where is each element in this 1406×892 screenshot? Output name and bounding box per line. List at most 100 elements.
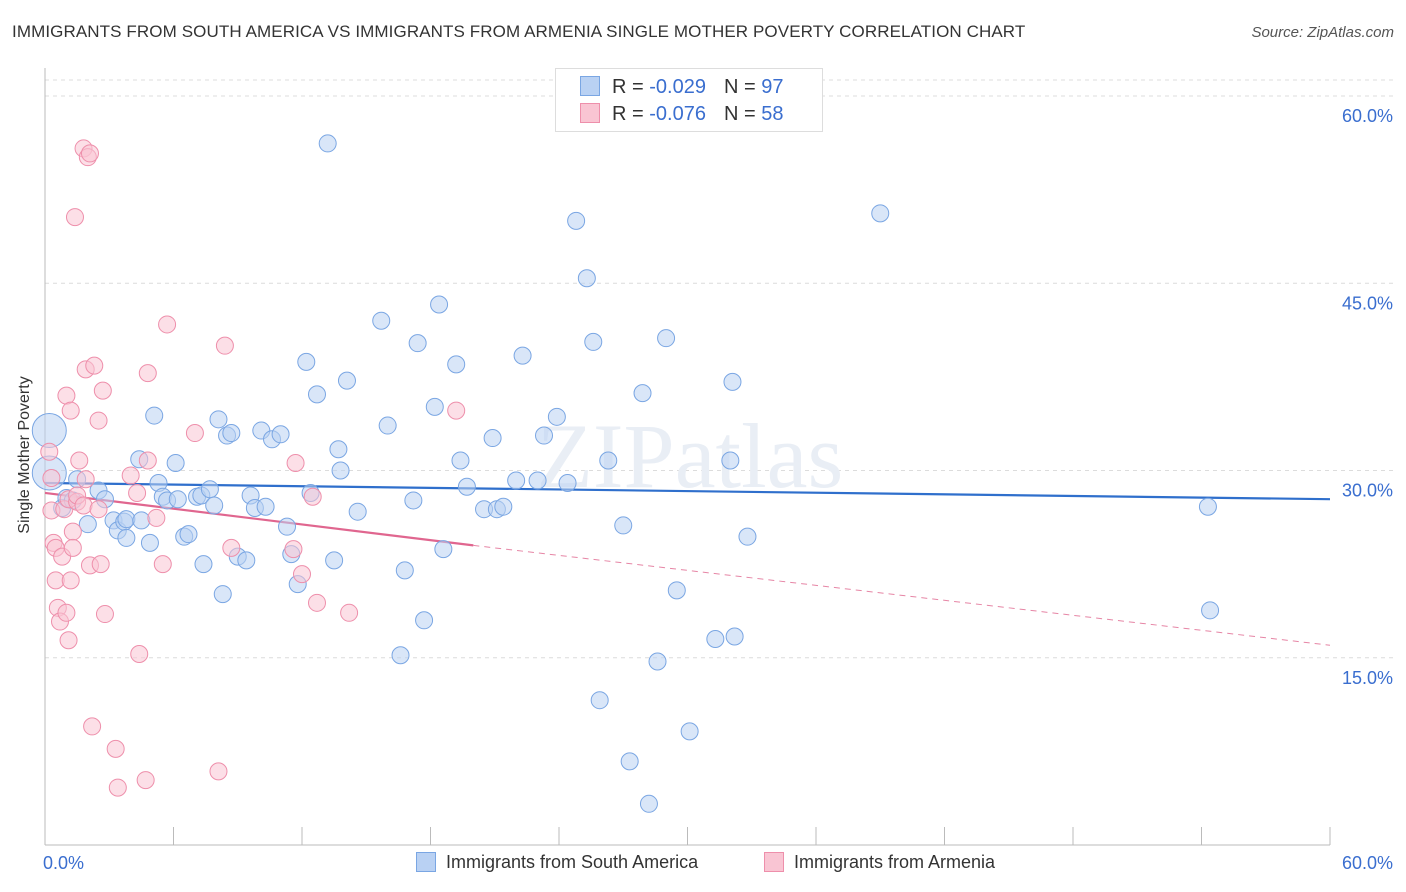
south-america-trend-line [44,481,1331,501]
south-america-point [140,533,159,552]
south-america-point [648,652,667,671]
south-america-point [391,646,410,665]
south-america-point [117,528,136,547]
armenia-point [61,401,80,420]
south-america-point [483,429,502,448]
south-america-point [725,627,744,646]
south-america-point [168,490,187,509]
legend-row-armenia: R = -0.076 N = 58 [580,102,783,126]
south-america-point [738,527,757,546]
r-label: R = [612,103,650,125]
south-america-point [337,371,356,390]
armenia-point [222,538,241,557]
south-america-point [205,496,224,515]
south-america-point [404,491,423,510]
armenia-point [40,442,59,461]
pink-swatch [764,852,784,872]
armenia-point [303,487,322,506]
south-america-point [209,410,228,429]
armenia-point [59,631,78,650]
south-america-point [567,211,586,230]
legend-item-south-america[interactable]: Immigrants from South America [416,852,698,873]
south-america-point [633,384,652,403]
legend-label: Immigrants from Armenia [794,852,996,872]
south-america-point [434,540,453,559]
armenia-point [128,483,147,502]
south-america-point [117,510,136,529]
south-america-point [507,471,526,490]
south-america-point [415,611,434,630]
chart-title: IMMIGRANTS FROM SOUTH AMERICA VS IMMIGRA… [12,22,1026,41]
pink-swatch [580,103,600,123]
south-america-point [451,451,470,470]
south-america-point [378,416,397,435]
tick-labels: 15.0% 30.0% 45.0% 60.0% 0.0% 60.0% [43,106,1393,873]
armenia-point [63,538,82,557]
armenia-point [138,364,157,383]
south-america-point [307,385,326,404]
south-america-point [329,440,348,459]
r-label: R = [612,76,650,98]
south-america-point [222,424,241,443]
south-america-point [535,426,554,445]
armenia-point [80,144,99,163]
south-america-point [297,352,316,371]
armenia-point [65,208,84,227]
south-america-point [31,413,67,449]
south-america-point [425,397,444,416]
armenia-point [138,451,157,470]
armenia-point [307,593,326,612]
armenia-point [121,466,140,485]
south-america-point [430,295,449,314]
armenia-point [209,762,228,781]
armenia-point [136,771,155,790]
armenia-point [42,468,61,487]
south-america-point [584,332,603,351]
south-america-point [1198,497,1217,516]
blue-swatch [416,852,436,872]
south-america-point [278,517,297,536]
south-america-point [657,329,676,348]
south-america-point [494,497,513,516]
armenia-point [93,381,112,400]
south-america-point [639,794,658,813]
south-america-point [395,561,414,580]
legend-item-armenia[interactable]: Immigrants from Armenia [764,852,995,873]
armenia-point [447,401,466,420]
south-america-point [166,454,185,473]
y-tick-label: 30.0% [1342,481,1393,501]
n-value: 58 [761,103,784,125]
n-label: N = [723,76,762,98]
south-america-point [372,311,391,330]
south-america-point [680,722,699,741]
armenia-point [83,717,102,736]
south-america-point [528,471,547,490]
armenia-point [74,496,93,515]
legend-label: Immigrants from South America [446,852,699,872]
armenia-point [293,565,311,584]
armenia-point [185,424,204,443]
armenia-point [70,451,89,470]
y-tick-label: 45.0% [1342,293,1393,313]
armenia-point [153,555,172,574]
armenia-point [85,356,104,375]
south-america-point [513,346,532,365]
armenia-point [340,603,359,622]
south-america-point [271,425,290,444]
y-axis-label: Single Mother Poverty [16,376,33,534]
south-america-point [706,630,725,649]
south-america-point [194,555,213,574]
south-america-point [331,461,350,480]
armenia-point [106,739,125,758]
south-america-point [237,551,256,570]
armenia-point [89,411,108,430]
armenia-point [130,645,149,664]
armenia-point [158,315,177,334]
data-points [31,134,1220,813]
grid-lines [45,79,1395,659]
south-america-point [457,477,476,496]
south-america-point [558,473,577,492]
legend-row-south-america: R = -0.029 N = 97 [580,75,783,99]
armenia-point [108,778,127,797]
